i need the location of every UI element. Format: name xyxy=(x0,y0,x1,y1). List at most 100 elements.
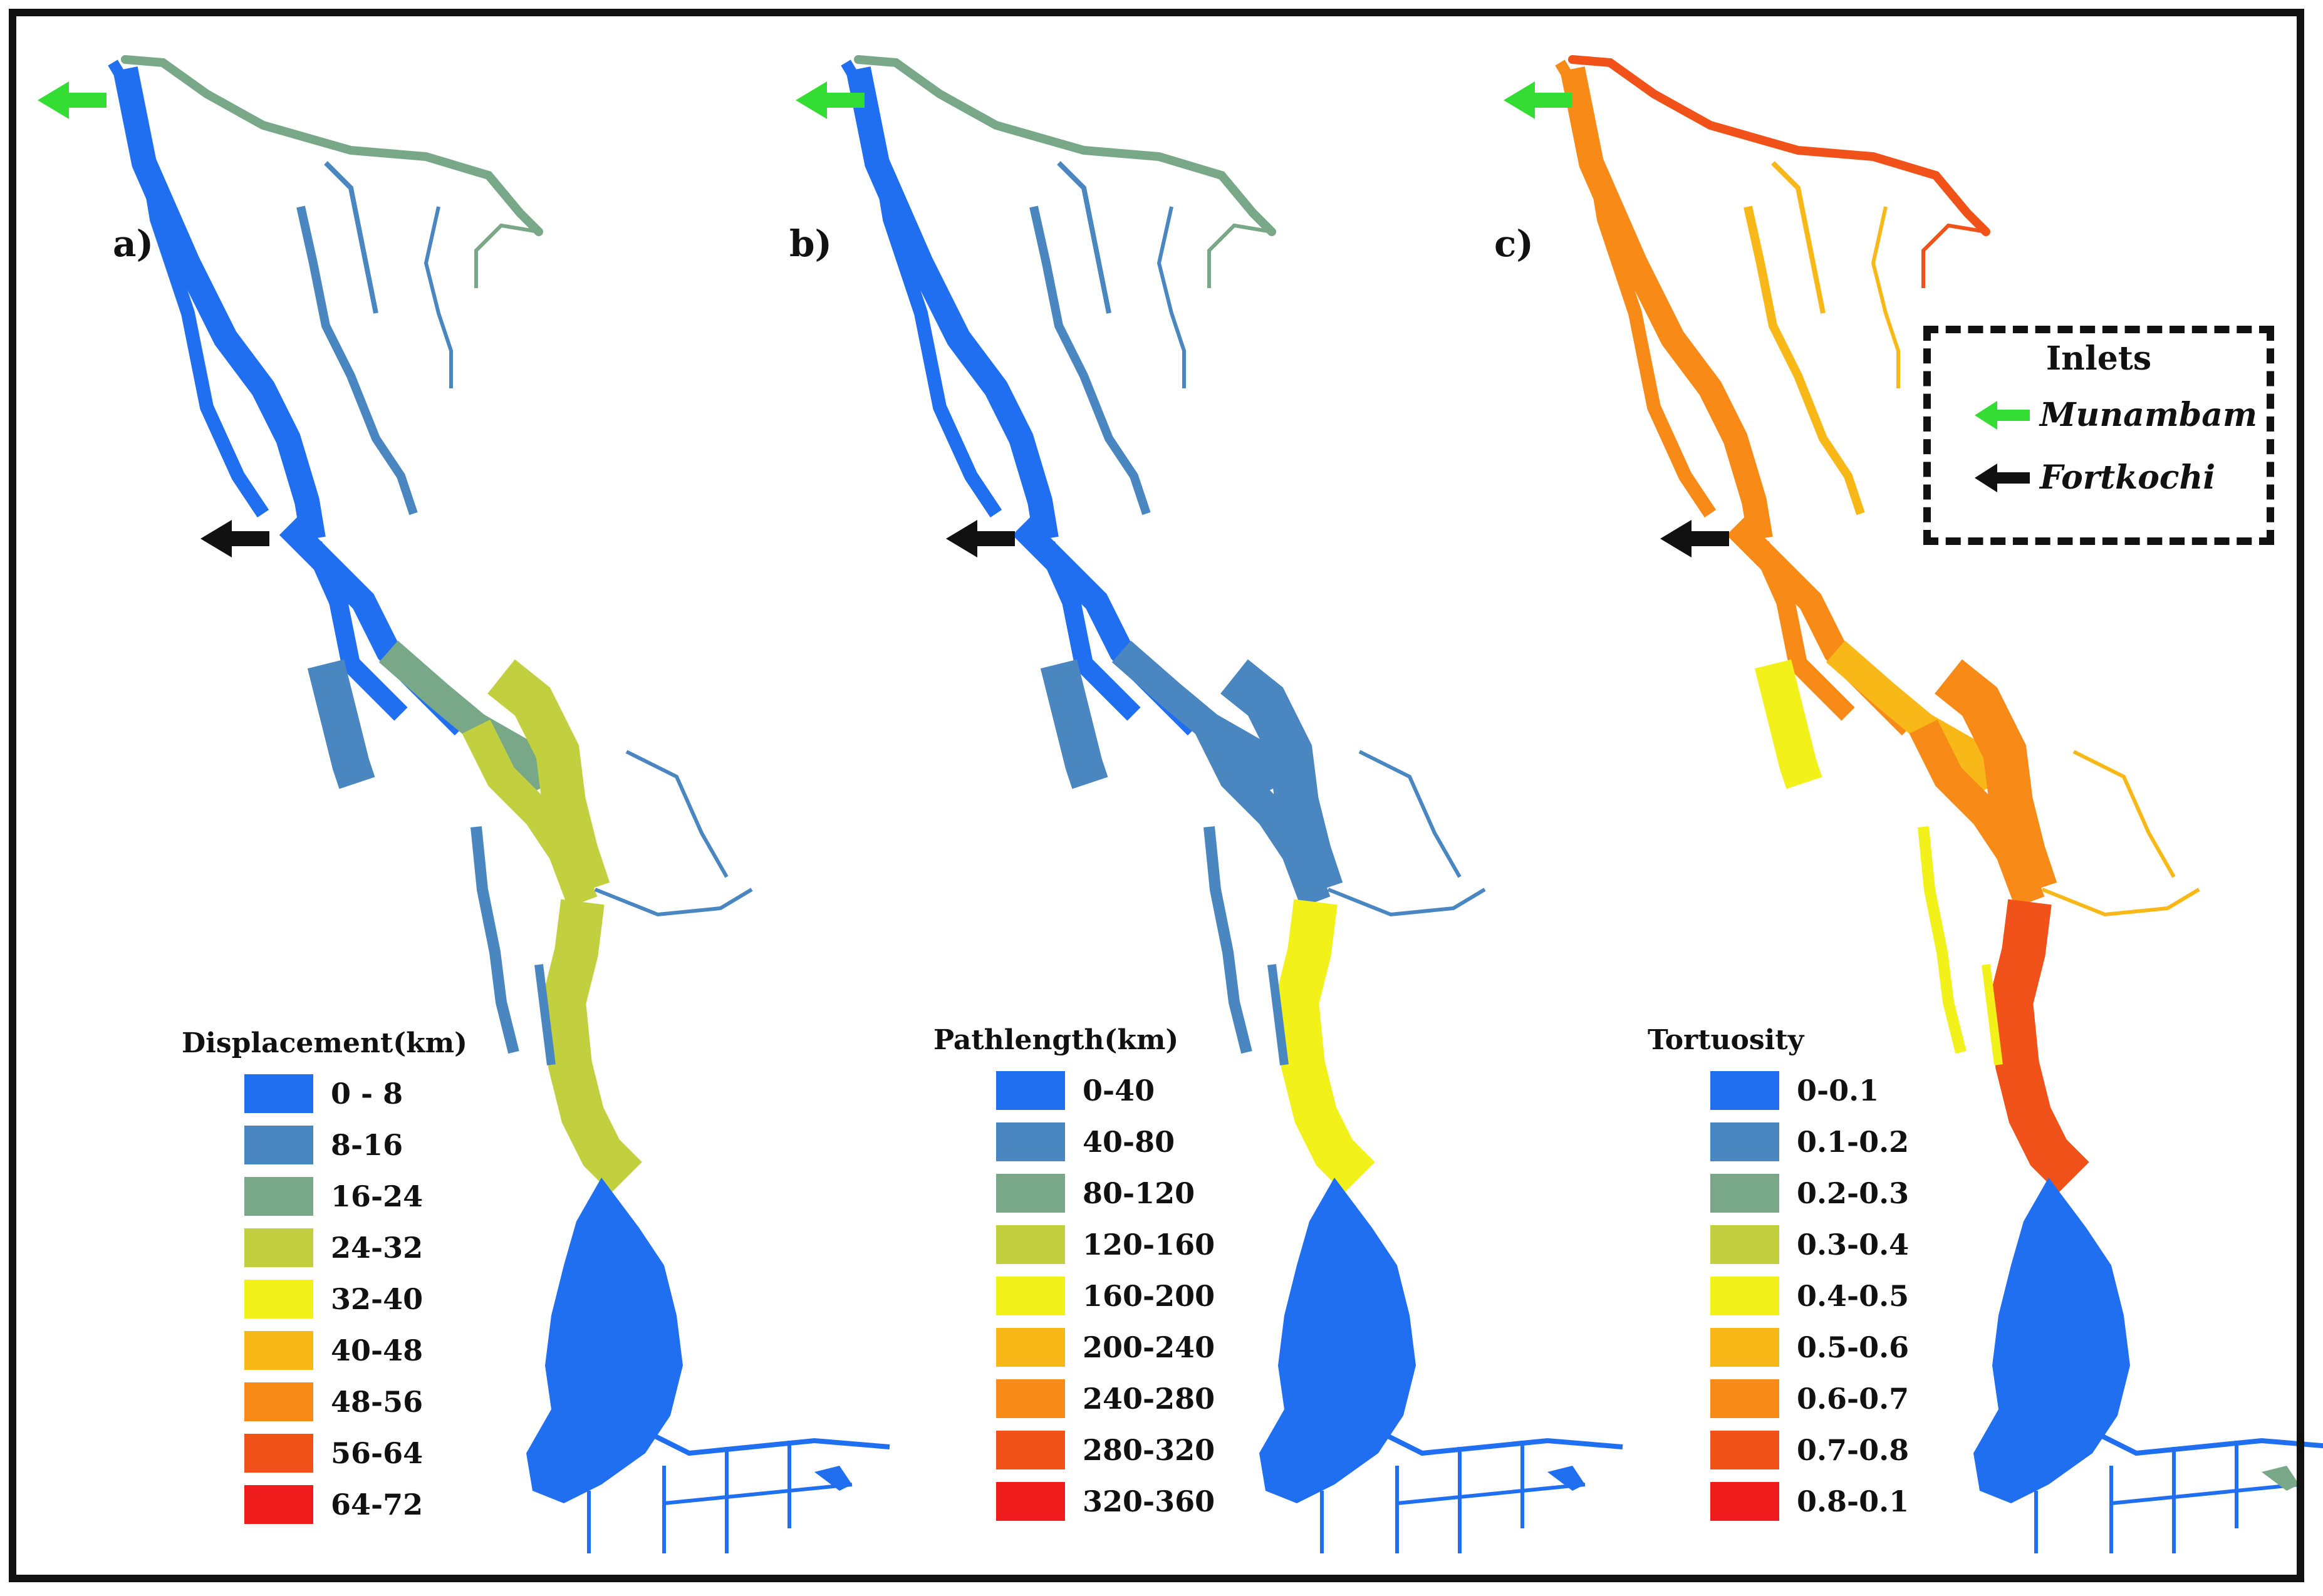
inlet-name: Munambam xyxy=(2040,396,2257,434)
legend-row: 0.4-0.5 xyxy=(1648,1270,1909,1322)
legend-label: 280-320 xyxy=(1083,1433,1215,1467)
map-panel-b xyxy=(841,55,1623,1553)
legend-label: 0.8-0.1 xyxy=(1797,1485,1910,1518)
inlets-legend-title: Inlets xyxy=(2045,339,2152,378)
legend-row: 280-320 xyxy=(933,1424,1215,1476)
legend-label: 120-160 xyxy=(1083,1228,1215,1262)
fortkochi-arrow-a xyxy=(200,520,269,557)
legend-row: 80-120 xyxy=(933,1168,1215,1219)
legend-row: 64-72 xyxy=(182,1479,467,1530)
legend-label: 8-16 xyxy=(331,1128,403,1162)
legend-label: 40-48 xyxy=(331,1334,424,1367)
legend-row: 8-16 xyxy=(182,1119,467,1171)
black-arrow-icon xyxy=(1975,463,2030,492)
legend-row: 0.3-0.4 xyxy=(1648,1219,1909,1270)
legend-label: 40-80 xyxy=(1083,1125,1175,1159)
legend-label: 64-72 xyxy=(331,1488,424,1521)
panel-label-c: c) xyxy=(1494,222,1534,265)
legend-tortuosity: Tortuosity 0-0.1 0.1-0.2 0.2-0.3 0.3-0.4 0.4… xyxy=(1648,1024,1909,1527)
legend-swatch xyxy=(244,1434,313,1473)
legend-swatch xyxy=(244,1074,313,1113)
legend-displacement: Displacement(km) 0 - 8 8-16 16-24 24-32 32-4… xyxy=(182,1027,467,1530)
legend-swatch xyxy=(1710,1174,1779,1213)
legend-row: 240-280 xyxy=(933,1373,1215,1424)
legend-label: 0.4-0.5 xyxy=(1797,1279,1910,1313)
legend-row: 120-160 xyxy=(933,1219,1215,1270)
legend-swatch xyxy=(1710,1431,1779,1469)
legend-row: 24-32 xyxy=(182,1222,467,1273)
legend-label: 80-120 xyxy=(1083,1176,1195,1210)
legend-swatch xyxy=(1710,1277,1779,1315)
legend-swatch xyxy=(244,1126,313,1164)
legend-title: Pathlength(km) xyxy=(933,1024,1179,1056)
legend-label: 56-64 xyxy=(331,1436,424,1470)
legend-label: 240-280 xyxy=(1083,1382,1215,1416)
legend-label: 0 - 8 xyxy=(331,1077,403,1111)
map-panel-a xyxy=(108,55,890,1553)
legend-swatch xyxy=(244,1331,313,1370)
legend-row: 160-200 xyxy=(933,1270,1215,1322)
legend-swatch xyxy=(996,1482,1065,1521)
legend-swatch xyxy=(1710,1379,1779,1418)
legend-label: 24-32 xyxy=(331,1231,424,1265)
map-panel-c xyxy=(1555,55,2323,1553)
legend-swatch xyxy=(996,1071,1065,1110)
legend-row: 200-240 xyxy=(933,1322,1215,1373)
legend-swatch xyxy=(996,1174,1065,1213)
legend-row: 16-24 xyxy=(182,1171,467,1222)
legend-row: 56-64 xyxy=(182,1428,467,1479)
legend-title: Tortuosity xyxy=(1648,1024,1804,1056)
panel-label-a: a) xyxy=(113,222,154,265)
legend-swatch xyxy=(996,1277,1065,1315)
legend-label: 0.5-0.6 xyxy=(1797,1330,1910,1364)
legend-swatch xyxy=(996,1431,1065,1469)
green-arrow-icon xyxy=(1975,400,2030,430)
legend-label: 320-360 xyxy=(1083,1485,1215,1518)
legend-row: 0.5-0.6 xyxy=(1648,1322,1909,1373)
legend-label: 32-40 xyxy=(331,1282,424,1316)
legend-row: 0.7-0.8 xyxy=(1648,1424,1909,1476)
legend-swatch xyxy=(996,1379,1065,1418)
legend-row: 48-56 xyxy=(182,1376,467,1428)
legend-swatch xyxy=(1710,1482,1779,1521)
legend-row: 0.6-0.7 xyxy=(1648,1373,1909,1424)
fortkochi-arrow-c xyxy=(1660,520,1729,557)
inlet-item-munambam: Munambam xyxy=(1975,396,2257,434)
legend-label: 200-240 xyxy=(1083,1330,1215,1364)
inlet-name: Fortkochi xyxy=(2040,459,2216,497)
figure-border xyxy=(9,9,2304,1582)
legend-swatch xyxy=(244,1382,313,1421)
legend-row: 40-48 xyxy=(182,1325,467,1376)
legend-swatch xyxy=(1710,1225,1779,1264)
munambam-arrow-a xyxy=(38,81,107,119)
legend-row: 0-40 xyxy=(933,1065,1215,1116)
legend-label: 0-0.1 xyxy=(1797,1074,1879,1107)
legend-label: 0.1-0.2 xyxy=(1797,1125,1910,1159)
legend-label: 0.6-0.7 xyxy=(1797,1382,1910,1416)
legend-swatch xyxy=(244,1280,313,1319)
legend-label: 16-24 xyxy=(331,1179,424,1213)
legend-row: 40-80 xyxy=(933,1116,1215,1168)
legend-swatch xyxy=(996,1328,1065,1367)
legend-swatch xyxy=(244,1485,313,1524)
legend-swatch xyxy=(1710,1328,1779,1367)
legend-label: 0-40 xyxy=(1083,1074,1155,1107)
legend-swatch xyxy=(1710,1071,1779,1110)
legend-swatch xyxy=(996,1122,1065,1161)
munambam-arrow-c xyxy=(1504,81,1572,119)
legend-row: 0 - 8 xyxy=(182,1068,467,1119)
legend-pathlength: Pathlength(km) 0-40 40-80 80-120 120-160 160… xyxy=(933,1024,1215,1527)
legend-row: 32-40 xyxy=(182,1273,467,1325)
legend-row: 320-360 xyxy=(933,1476,1215,1527)
legend-swatch xyxy=(1710,1122,1779,1161)
legend-row: 0-0.1 xyxy=(1648,1065,1909,1116)
munambam-arrow-b xyxy=(796,81,865,119)
legend-title: Displacement(km) xyxy=(182,1027,467,1059)
legend-label: 160-200 xyxy=(1083,1279,1215,1313)
legend-row: 0.2-0.3 xyxy=(1648,1168,1909,1219)
legend-label: 0.7-0.8 xyxy=(1797,1433,1910,1467)
inlet-item-fortkochi: Fortkochi xyxy=(1975,459,2215,497)
legend-label: 0.3-0.4 xyxy=(1797,1228,1910,1262)
